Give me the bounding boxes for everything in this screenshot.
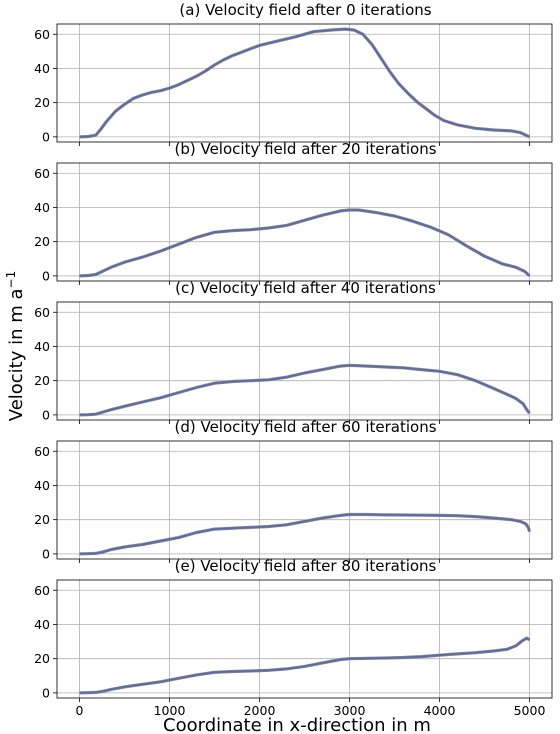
figure-xlabel: Coordinate in x-direction in m [163,715,431,734]
series-line [79,209,531,277]
ytick-label: 60 [34,166,50,181]
panel-title: (b) Velocity field after 20 iterations [174,140,436,158]
ytick-label: 20 [34,373,50,388]
panels: 0 20 40 60 (a) Velocity field after 0 iterat… [34,1,553,718]
panel-title: (e) Velocity field after 80 iterations [175,557,437,575]
panel-2: 0 20 40 60 (b) Velocity field after 20 itera… [34,140,553,285]
panel-title: (c) Velocity field after 40 iterations [175,279,436,297]
xtick-label: 5000 [514,703,546,718]
series-line [79,364,531,416]
ytick-label: 60 [34,583,50,598]
ytick-label: 60 [34,27,50,42]
ytick-label: 0 [42,268,50,283]
panel-4: 0 20 40 60 (d) Velocity field after 60 itera… [34,418,553,563]
axes-frame [56,440,553,560]
ytick-label: 60 [34,305,50,320]
xtick-label: 4000 [424,703,456,718]
ytick-label: 60 [34,444,50,459]
xtick-label: 3000 [334,703,366,718]
axes-frame [56,301,553,421]
panel-title: (d) Velocity field after 60 iterations [174,418,436,436]
ytick-label: 0 [42,685,50,700]
figure-ylabel: Velocity in m a−1 [4,271,27,421]
xtick-label: 2000 [244,703,276,718]
ytick-label: 40 [34,478,50,493]
xtick-label: 0 [76,703,84,718]
panel-title: (a) Velocity field after 0 iterations [179,1,431,19]
series-line-shadow [79,512,532,556]
ytick-label: 0 [42,407,50,422]
ytick-label: 40 [34,61,50,76]
series-line [79,28,530,138]
series-line [79,513,531,555]
panel-3: 0 20 40 60 (c) Velocity field after 40 itera… [34,279,553,424]
ytick-label: 20 [34,234,50,249]
ytick-label: 40 [34,339,50,354]
ytick-label: 40 [34,200,50,215]
series-line [79,637,530,694]
panel-1: 0 20 40 60 (a) Velocity field after 0 iterat… [34,1,553,146]
panel-5: 0 20 40 60 0 1000 2000 3000 4000 5000 (e) Velocity… [34,557,553,718]
ytick-label: 40 [34,617,50,632]
series-line-shadow [79,27,531,139]
ytick-label: 0 [42,546,50,561]
ytick-label: 20 [34,651,50,666]
axes-frame [56,162,553,282]
ytick-label: 0 [42,129,50,144]
figure-ylabel-sup: −1 [4,271,18,289]
ytick-label: 20 [34,512,50,527]
xtick-label: 1000 [154,703,186,718]
axes-frame [56,23,553,143]
axes-frame [56,579,553,699]
ytick-label: 20 [34,95,50,110]
